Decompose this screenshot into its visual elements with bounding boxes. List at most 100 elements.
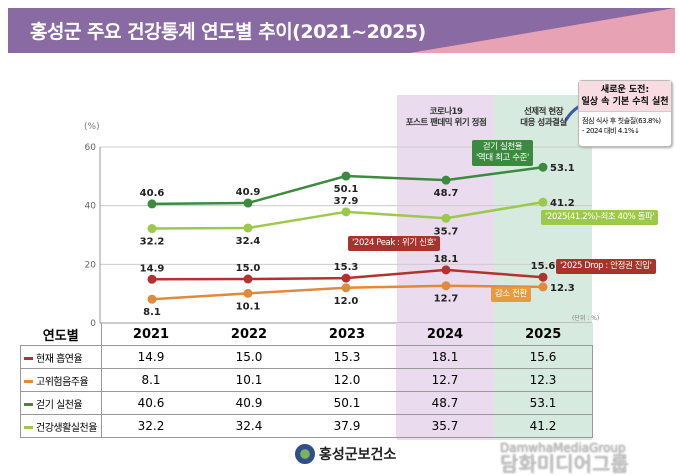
- data-label: 12.3: [550, 283, 575, 294]
- data-label: 15.6: [531, 261, 556, 272]
- info-box-title: 새로운 도전: 일상 속 기본 수칙 실천: [579, 81, 671, 112]
- data-point: [243, 274, 253, 284]
- series-name: 건강생활실천율: [36, 422, 97, 434]
- data-point: [538, 197, 548, 207]
- table-cell: 12.7: [396, 368, 494, 392]
- data-point: [538, 162, 548, 172]
- legend-swatch: [24, 426, 33, 429]
- table-cell: 10.1: [235, 373, 263, 387]
- data-label: 12.0: [334, 296, 359, 307]
- legend-swatch: [24, 357, 33, 360]
- data-point: [341, 207, 351, 217]
- table-header-label: 연도별: [20, 323, 102, 346]
- table-header-year: 2022: [230, 326, 268, 342]
- table-row: 건강생활실천율 32.2 32.4 37.9 35.7 41.2: [20, 414, 593, 438]
- info-title-line: 일상 속 기본 수칙 실천: [581, 97, 669, 107]
- data-point: [341, 283, 351, 293]
- series-name: 고위험음주율: [36, 376, 89, 388]
- row-label: 고위험음주율: [20, 368, 102, 392]
- page-title: 홍성군 주요 건강통계 연도별 추이(2021~2025): [30, 21, 426, 43]
- data-point: [341, 171, 351, 181]
- band-title-line: 대응 성과결실: [520, 118, 567, 128]
- data-point: [441, 265, 451, 275]
- callout-decrease: 감소 전환: [491, 287, 531, 302]
- data-label: 48.7: [434, 188, 459, 199]
- table-row: 걷기 실천율 40.6 40.9 50.1 48.7 53.1: [20, 391, 593, 415]
- table-header-year: 2023: [328, 326, 366, 342]
- info-box-body: 점심 식사 후 칫솔질(63.8%) - 2024 대비 4.1%↓: [579, 112, 671, 140]
- table-cell: 14.9: [137, 350, 165, 364]
- data-point: [243, 223, 253, 233]
- data-label: 15.3: [334, 262, 359, 273]
- data-label: 50.1: [334, 184, 359, 195]
- table-cell: 15.6: [494, 345, 593, 369]
- table-cell: 12.0: [333, 373, 361, 387]
- table-cell: 35.7: [396, 414, 494, 438]
- callout-2024-peak: '2024 Peak : 위기 신호': [348, 236, 440, 251]
- callout-2025-drop: '2025 Drop : 안정권 진입': [556, 259, 656, 274]
- data-label: 15.0: [236, 263, 261, 274]
- data-point: [147, 224, 157, 234]
- legend-swatch: [24, 403, 33, 406]
- data-label: 40.9: [236, 187, 261, 198]
- title-accent: [410, 8, 675, 53]
- data-point: [341, 273, 351, 283]
- data-label: 32.2: [140, 237, 165, 248]
- org-name: 홍성군보건소: [319, 447, 397, 463]
- callout-line: '역대 최고 수준': [476, 153, 529, 163]
- table-cell: 8.1: [141, 373, 161, 387]
- info-box: 새로운 도전: 일상 속 기본 수칙 실천 점심 식사 후 칫솔질(63.8%)…: [578, 80, 672, 147]
- data-point: [441, 213, 451, 223]
- table-row: 고위험음주율 8.1 10.1 12.0 12.7 12.3: [20, 368, 593, 392]
- band-title-line: 코로나19: [429, 107, 463, 117]
- data-label: 12.7: [434, 294, 459, 305]
- data-point: [243, 198, 253, 208]
- data-point: [441, 175, 451, 185]
- legend-swatch: [24, 380, 33, 383]
- callout-healthy-life-40: '2025(41.2%)-최초 40% 돌파': [541, 210, 659, 225]
- band-title-line: 포스트 팬데믹 위기 정점: [405, 118, 487, 128]
- table-cell: 18.1: [396, 345, 494, 369]
- data-label: 41.2: [550, 198, 575, 209]
- watermark: DamwhaMediaGroup 담화미디어그룹: [500, 442, 629, 474]
- data-label: 35.7: [434, 226, 459, 237]
- info-title-line: 새로운 도전:: [600, 85, 650, 95]
- y-tick-label: 20: [85, 260, 97, 270]
- org-emblem-icon: [295, 444, 315, 464]
- data-point: [441, 281, 451, 291]
- table-cell: 41.2: [494, 414, 593, 438]
- watermark-line: DamwhaMediaGroup: [500, 441, 626, 455]
- data-point: [243, 288, 253, 298]
- callout-line: 걷기 실천율: [482, 142, 523, 152]
- data-label: 8.1: [143, 307, 161, 318]
- data-label: 10.1: [236, 301, 261, 312]
- row-label: 건강생활실천율: [20, 414, 102, 438]
- title-bar: 홍성군 주요 건강통계 연도별 추이(2021~2025): [8, 8, 675, 53]
- row-label: 걷기 실천율: [20, 391, 102, 415]
- data-label: 14.9: [140, 263, 165, 274]
- band-title-2025: 선제적 현장 대응 성과결실: [496, 107, 591, 129]
- table-cell: 15.3: [333, 350, 361, 364]
- y-tick-label: 60: [85, 143, 97, 153]
- table-cell: 32.4: [235, 419, 263, 433]
- table-cell: 53.1: [494, 391, 593, 415]
- band-title-2024: 코로나19 포스트 팬데믹 위기 정점: [400, 107, 492, 129]
- data-point: [147, 274, 157, 284]
- data-label: 40.6: [140, 188, 165, 199]
- table-cell: 12.3: [494, 368, 593, 392]
- series-name: 현재 흡연율: [36, 353, 83, 365]
- table-cell: 40.9: [235, 396, 263, 410]
- info-body-line: 점심 식사 후 칫솔질(63.8%): [582, 117, 661, 125]
- row-label: 현재 흡연율: [20, 345, 102, 369]
- table-cell: 48.7: [396, 391, 494, 415]
- table-header-year: 2025: [494, 323, 593, 346]
- table-cell: 32.2: [137, 419, 165, 433]
- info-body-line: - 2024 대비 4.1%↓: [582, 127, 640, 135]
- y-axis-label: (%): [84, 122, 100, 132]
- data-table: 연도별 2021 2022 2023 2024 2025 현재 흡연율 14.9 1…: [20, 323, 593, 438]
- data-label: 32.4: [236, 236, 261, 247]
- y-tick-label: 40: [85, 202, 97, 212]
- table-cell: 37.9: [333, 419, 361, 433]
- data-point: [538, 282, 548, 292]
- data-point: [538, 272, 548, 282]
